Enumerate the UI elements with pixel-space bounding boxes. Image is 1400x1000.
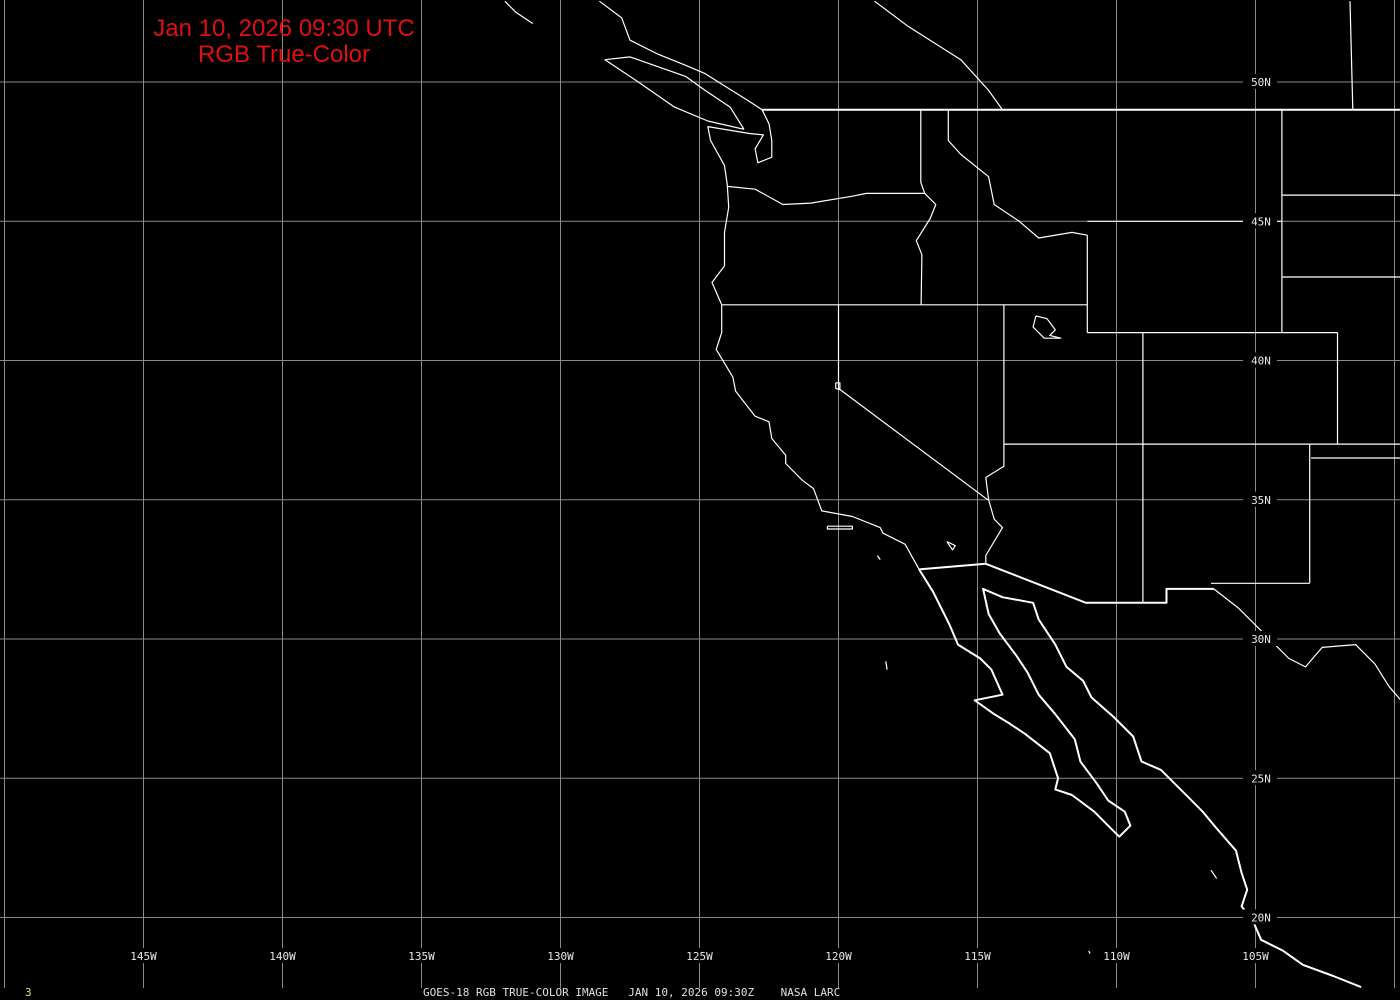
latitude-label: 30N (1251, 633, 1271, 646)
grid-labels: 145W 140W 135W 130W 125W 120W 115W 110W 105W 50N 4… (126, 74, 1277, 963)
image-product-title: RGB True-Color (197, 41, 371, 68)
bc-alberta-line (874, 0, 1003, 111)
political-boundaries (504, 0, 1400, 989)
image-timestamp-title: Jan 10, 2026 09:30 UTC (153, 15, 415, 42)
longitude-label: 145W (130, 950, 157, 963)
label-bg (1243, 909, 1277, 925)
sask-manitoba-line (1349, 1, 1354, 110)
footer-caption: GOES-18 RGB TRUE-COLOR IMAGE JAN 10, 202… (423, 986, 841, 999)
latitude-label: 20N (1251, 912, 1271, 925)
id-mt-line (947, 109, 1088, 239)
latitude-label: 40N (1251, 355, 1271, 368)
rio-grande-line (1213, 588, 1400, 701)
ut-nv-line (985, 304, 1005, 564)
longitude-label: 125W (686, 950, 713, 963)
frame-number: 3 (25, 986, 32, 999)
label-bg (543, 948, 578, 963)
or-id-line (915, 192, 937, 305)
revillagigedo-line (1088, 950, 1091, 954)
us-coast-line (707, 109, 920, 570)
label-bg (1243, 491, 1277, 507)
label-bg (265, 948, 300, 963)
latitude-label: 25N (1251, 772, 1271, 785)
wa-or-line (727, 185, 925, 206)
san-clemente-line (876, 555, 881, 560)
lake-tahoe-line (835, 382, 841, 391)
guadalupe-line (885, 661, 888, 670)
latitude-label: 45N (1251, 215, 1271, 228)
vancouver-island-line (604, 56, 745, 130)
wa-id-line (920, 109, 926, 194)
label-bg (1243, 770, 1277, 786)
label-bg (960, 948, 995, 963)
us-mexico-line (919, 562, 1214, 604)
bc-coast-line (599, 0, 763, 111)
haida-gwaii-line (504, 0, 534, 24)
longitude-label: 120W (825, 950, 852, 963)
ca-nv-line (837, 304, 989, 501)
label-bg (821, 948, 856, 963)
label-bg (1099, 948, 1134, 963)
salton-sea-line (946, 540, 956, 551)
longitude-label: 135W (408, 950, 435, 963)
latitude-label: 35N (1251, 494, 1271, 507)
mexico-coast-line (918, 568, 1362, 989)
longitude-label: 115W (964, 950, 991, 963)
label-bg (682, 948, 717, 963)
label-bg (1243, 352, 1277, 368)
label-bg (1238, 948, 1273, 963)
longitude-label: 130W (547, 950, 574, 963)
label-bg (1243, 213, 1277, 229)
channel-islands-line (826, 525, 854, 530)
label-bg (1243, 74, 1277, 89)
longitude-label: 110W (1103, 950, 1130, 963)
label-bg (1243, 631, 1277, 646)
great-salt-lake-line (1032, 315, 1062, 339)
label-bg (126, 948, 161, 963)
longitude-label: 105W (1242, 950, 1269, 963)
latitude-label: 50N (1251, 76, 1271, 89)
label-bg (404, 948, 439, 963)
longitude-label: 140W (269, 950, 296, 963)
tres-marias-line (1210, 869, 1218, 879)
